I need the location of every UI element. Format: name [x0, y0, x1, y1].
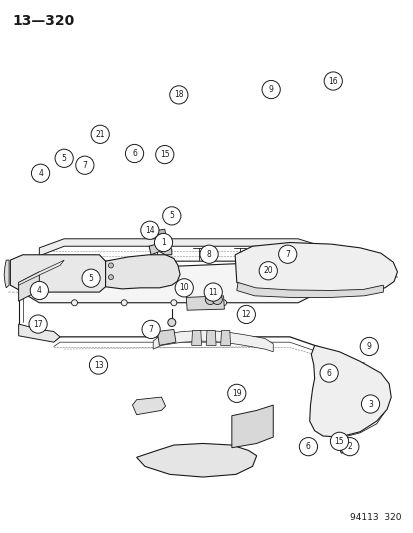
Circle shape	[82, 269, 100, 287]
Circle shape	[155, 146, 173, 164]
Circle shape	[125, 144, 143, 163]
Polygon shape	[19, 324, 60, 342]
Polygon shape	[309, 345, 390, 437]
Circle shape	[76, 156, 94, 174]
Circle shape	[278, 245, 296, 263]
Text: 11: 11	[208, 288, 217, 296]
Text: 16: 16	[328, 77, 337, 85]
Circle shape	[205, 295, 215, 304]
Circle shape	[171, 300, 176, 306]
Text: 6: 6	[326, 369, 331, 377]
Polygon shape	[153, 330, 273, 352]
Text: 3: 3	[367, 400, 372, 408]
Circle shape	[340, 438, 358, 456]
Circle shape	[237, 305, 255, 324]
Circle shape	[169, 86, 188, 104]
Text: 6: 6	[132, 149, 137, 158]
Circle shape	[154, 233, 172, 252]
Text: 7: 7	[285, 250, 290, 259]
Text: 15: 15	[334, 437, 344, 446]
Circle shape	[220, 300, 226, 306]
Polygon shape	[236, 282, 382, 297]
Circle shape	[91, 125, 109, 143]
Polygon shape	[191, 330, 201, 345]
Polygon shape	[149, 243, 171, 255]
Circle shape	[261, 80, 280, 99]
Circle shape	[361, 395, 379, 413]
Circle shape	[175, 279, 193, 297]
Text: 19: 19	[231, 389, 241, 398]
Polygon shape	[4, 260, 9, 288]
Text: 7: 7	[148, 325, 153, 334]
Text: 5: 5	[62, 154, 66, 163]
Circle shape	[359, 337, 377, 356]
Polygon shape	[206, 330, 216, 345]
Circle shape	[330, 432, 348, 450]
Polygon shape	[10, 255, 105, 292]
Text: 18: 18	[174, 91, 183, 99]
Circle shape	[55, 149, 73, 167]
Circle shape	[71, 300, 77, 306]
Polygon shape	[39, 239, 339, 261]
Circle shape	[204, 283, 222, 301]
Circle shape	[30, 281, 48, 300]
Circle shape	[108, 263, 113, 268]
Text: 13—320: 13—320	[12, 14, 74, 28]
Circle shape	[319, 364, 337, 382]
Polygon shape	[132, 397, 165, 415]
Circle shape	[121, 300, 127, 306]
Text: 9: 9	[268, 85, 273, 94]
Polygon shape	[19, 272, 39, 301]
Circle shape	[323, 72, 342, 90]
Circle shape	[299, 438, 317, 456]
Text: 2: 2	[347, 442, 351, 451]
Circle shape	[199, 245, 218, 263]
Polygon shape	[339, 447, 356, 453]
Circle shape	[31, 164, 50, 182]
Text: 4: 4	[37, 286, 42, 295]
Text: 17: 17	[33, 320, 43, 328]
Polygon shape	[231, 405, 273, 448]
Text: 8: 8	[206, 250, 211, 259]
Text: 13: 13	[93, 361, 103, 369]
Polygon shape	[157, 329, 176, 345]
Polygon shape	[220, 330, 230, 345]
Polygon shape	[136, 443, 256, 477]
Text: 7: 7	[82, 161, 87, 169]
Circle shape	[140, 221, 159, 239]
Polygon shape	[157, 229, 165, 235]
Circle shape	[162, 207, 180, 225]
Text: 20: 20	[263, 266, 273, 275]
Polygon shape	[19, 261, 339, 303]
Text: 4: 4	[38, 169, 43, 177]
Circle shape	[108, 274, 113, 280]
Text: 5: 5	[169, 212, 174, 220]
Text: 1: 1	[161, 238, 166, 247]
Text: 10: 10	[179, 284, 189, 292]
Circle shape	[142, 320, 160, 338]
Circle shape	[29, 315, 47, 333]
Circle shape	[89, 356, 107, 374]
Text: 21: 21	[95, 130, 104, 139]
Text: 14: 14	[145, 226, 154, 235]
Circle shape	[259, 262, 277, 280]
Polygon shape	[105, 255, 180, 289]
Polygon shape	[186, 296, 224, 310]
Text: 6: 6	[305, 442, 310, 451]
Text: 94113  320: 94113 320	[350, 513, 401, 522]
Text: 12: 12	[241, 310, 250, 319]
Polygon shape	[19, 260, 64, 285]
Text: 9: 9	[366, 342, 371, 351]
Polygon shape	[235, 243, 396, 293]
Text: 15: 15	[159, 150, 169, 159]
Circle shape	[212, 295, 222, 304]
Circle shape	[227, 384, 245, 402]
Text: 5: 5	[88, 274, 93, 282]
Circle shape	[167, 318, 176, 327]
